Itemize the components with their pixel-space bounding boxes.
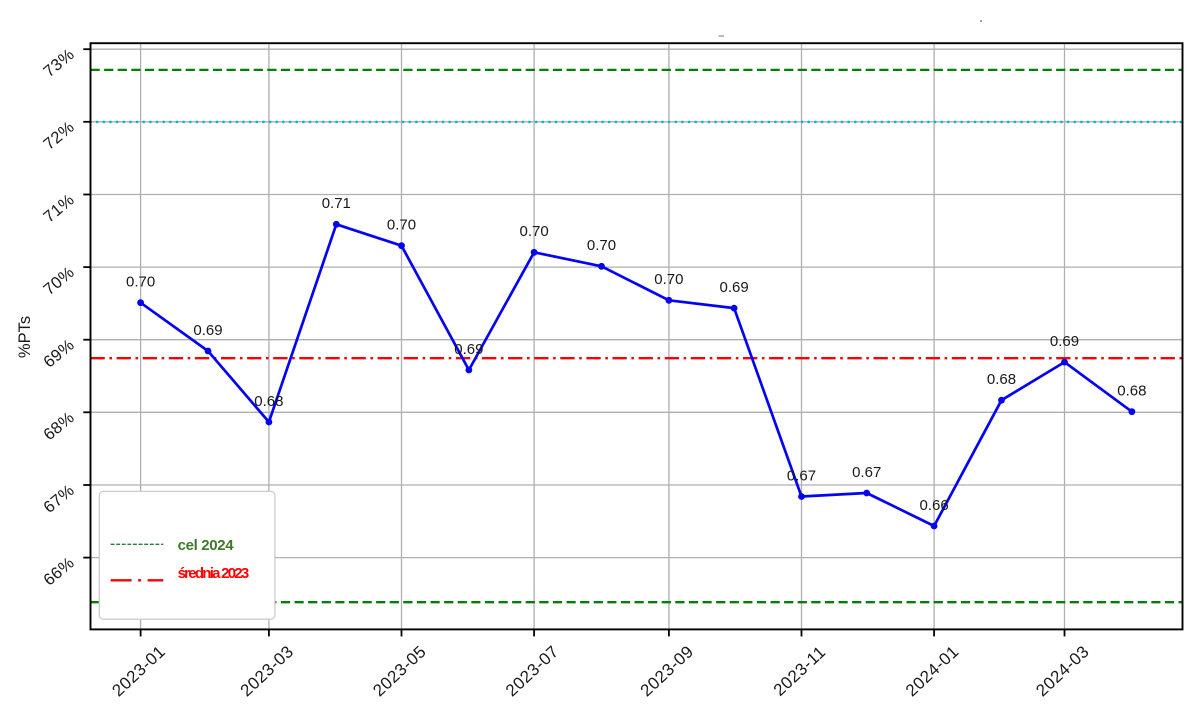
svg-text:0.67: 0.67 [852,464,881,481]
svg-text:0.71: 0.71 [322,195,351,212]
svg-text:0.69: 0.69 [719,279,748,296]
svg-text:0.68: 0.68 [1117,383,1146,400]
svg-text:0.69: 0.69 [1050,333,1079,350]
svg-text:0.66: 0.66 [919,497,948,514]
svg-text:0.69: 0.69 [454,341,483,358]
svg-text:0.70: 0.70 [654,271,683,288]
svg-text:0.70: 0.70 [126,274,155,291]
svg-text:0.69: 0.69 [193,322,222,339]
svg-text:0.67: 0.67 [787,467,816,484]
svg-text:0.70: 0.70 [519,223,548,240]
svg-text:średnia 2023: średnia 2023 [178,565,249,582]
svg-text:0.68: 0.68 [987,371,1016,388]
svg-text:0.68: 0.68 [254,393,283,410]
svg-text:cel 2024: cel 2024 [178,537,235,554]
svg-text:%PTs: %PTs [16,316,34,358]
svg-text:0.70: 0.70 [587,237,616,254]
svg-text:0.70: 0.70 [387,217,416,234]
